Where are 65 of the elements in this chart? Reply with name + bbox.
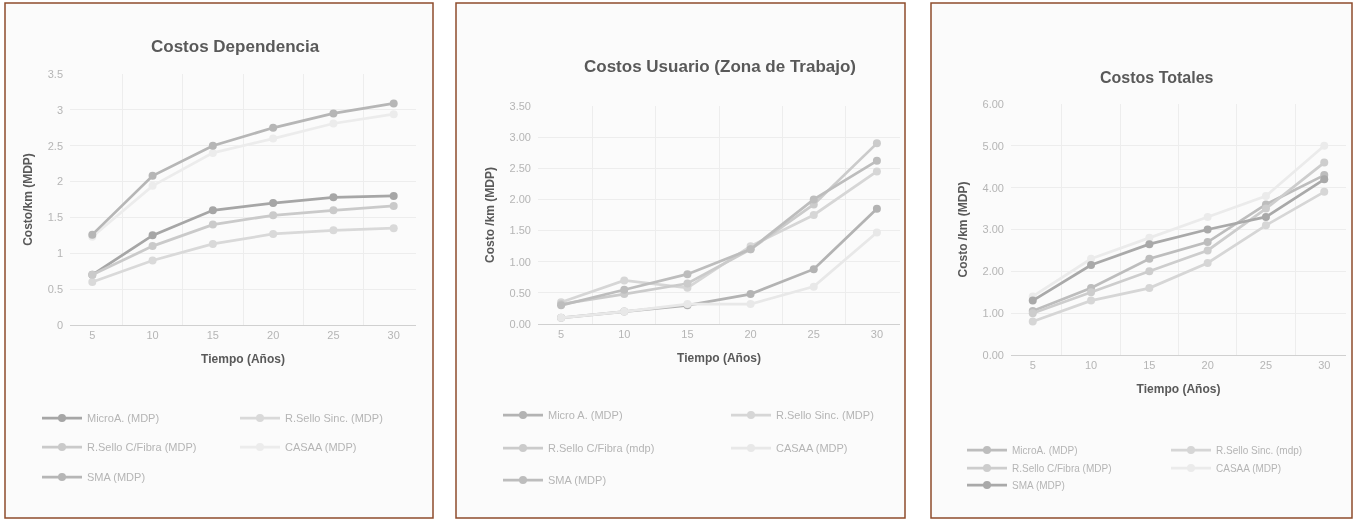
y-tick-label: 0.50 [509,286,531,299]
x-tick-label: 5 [558,328,565,341]
y-tick-label: 1.00 [509,255,531,268]
y-axis-title: Costo/km (MDP) [21,153,35,246]
chart-title: Costos Usuario (Zona de Trabajo) [584,57,857,76]
x-tick-label: 10 [1084,359,1098,372]
y-tick-label: 2 [56,175,63,188]
legend-label: MicroA. (MDP) [1012,444,1078,456]
x-axis-title: Tiempo (Años) [201,352,285,367]
legend-label: R.Sello Sinc. (MDP) [776,409,874,422]
x-tick-label: 15 [681,328,694,341]
x-tick-label: 10 [146,329,159,342]
y-axis-title: Costo /km (MDP) [955,181,970,278]
legend-label: Micro A. (MDP) [548,409,623,422]
y-axis-title: Costo /km (MDP) [482,167,497,263]
legend-label: R.Sello C/Fibra (MDP) [1012,462,1112,474]
x-tick-label: 20 [1201,359,1214,372]
legend-label: R.Sello C/Fibra (mdp) [548,442,655,455]
y-tick-label: 3.50 [509,99,531,112]
y-tick-label: 2.5 [47,139,63,152]
x-tick-label: 15 [206,329,219,342]
legend-label: SMA (MDP) [548,474,607,487]
x-tick-label: 20 [744,328,757,341]
x-tick-label: 30 [1318,359,1331,372]
legend-label: R.Sello C/Fibra (MDP) [87,441,197,454]
y-tick-label: 3 [56,103,63,116]
legend-label: R.Sello Sinc. (mdp) [1216,444,1303,456]
y-tick-label: 2.00 [982,265,1004,278]
y-tick-label: 0 [56,318,63,331]
legend-label: CASAA (MDP) [285,441,357,454]
y-tick-label: 1.50 [509,224,531,237]
legend-label: SMA (MDP) [1012,479,1065,491]
x-tick-label: 25 [327,329,340,342]
y-tick-label: 1.00 [982,307,1004,320]
y-tick-label: 4.00 [982,181,1004,194]
x-tick-label: 15 [1143,359,1156,372]
y-tick-label: 1.5 [47,211,63,224]
y-tick-label: 0.00 [509,317,531,330]
y-tick-label: 5.00 [982,139,1004,152]
legend-label: CASAA (MDP) [1216,462,1282,474]
x-axis-title: Tiempo (Años) [677,351,761,366]
legend-label: CASAA (MDP) [776,442,848,455]
y-tick-label: 0.00 [982,348,1004,361]
legend-label: MicroA. (MDP) [87,412,160,425]
x-tick-label: 5 [89,329,96,342]
x-tick-label: 30 [870,328,884,341]
y-tick-label: 3.00 [509,130,531,143]
y-tick-label: 0.5 [47,282,63,295]
chart-title: Costos Dependencia [151,37,320,56]
x-tick-label: 25 [807,328,820,341]
y-tick-label: 3.5 [47,67,63,80]
x-tick-label: 5 [1029,359,1036,372]
y-tick-label: 1 [56,247,63,260]
y-tick-label: 2.00 [509,193,531,206]
x-tick-label: 10 [618,328,631,341]
x-tick-label: 25 [1259,359,1273,372]
x-tick-label: 20 [267,329,280,342]
y-tick-label: 3.00 [982,223,1004,236]
y-tick-label: 6.00 [982,97,1004,110]
legend-label: R.Sello Sinc. (MDP) [285,412,383,425]
x-tick-label: 30 [387,329,400,342]
legend-label: SMA (MDP) [87,471,146,484]
chart-title: Costos Totales [1100,69,1214,86]
x-axis-title: Tiempo (Años) [1136,382,1221,397]
y-tick-label: 2.50 [509,162,531,175]
